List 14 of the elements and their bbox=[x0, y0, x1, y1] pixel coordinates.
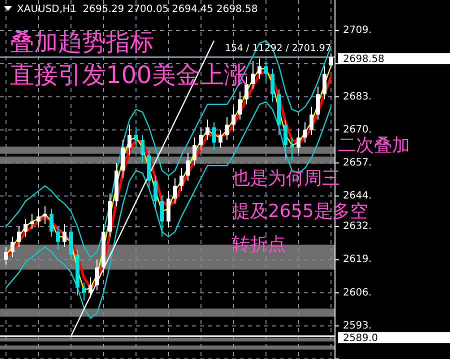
y-tick-label: 2683. bbox=[343, 91, 372, 102]
annotation: 叠加趋势指标 bbox=[10, 28, 154, 56]
y-tick-label: 2606. bbox=[343, 287, 372, 298]
chart-title: XAUUSD,H1 2695.29 2700.05 2694.45 2698.58 bbox=[17, 4, 258, 15]
y-tick-label: 2593. bbox=[343, 320, 372, 332]
ref-line-label: 2589.0 bbox=[343, 333, 378, 344]
y-tick-label: 2670. bbox=[343, 124, 372, 136]
y-tick-label: 2632. bbox=[343, 221, 372, 232]
y-tick-label: 2657. bbox=[343, 157, 372, 168]
text: 二次叠加 bbox=[338, 135, 410, 156]
y-tick-label: 2619. bbox=[343, 254, 372, 266]
ref-line-label: 2698.58 bbox=[343, 54, 384, 66]
y-tick-label: 2709. bbox=[343, 25, 372, 36]
y-tick-label: 2644. bbox=[343, 190, 372, 202]
